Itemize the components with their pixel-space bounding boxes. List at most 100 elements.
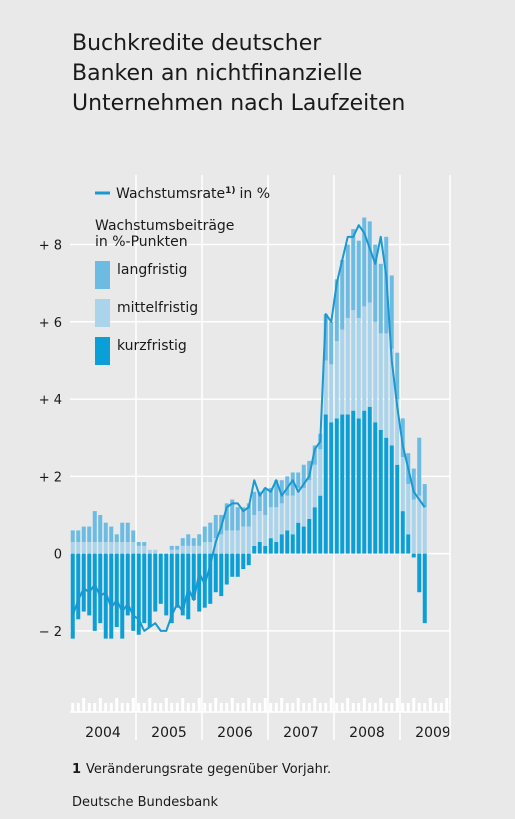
x-tick-label: 2006 bbox=[217, 725, 253, 741]
bar-segment bbox=[417, 437, 422, 496]
month-tick bbox=[280, 698, 284, 712]
bar-segment bbox=[76, 530, 81, 543]
month-tick bbox=[186, 703, 190, 712]
month-tick bbox=[395, 698, 399, 712]
month-tick bbox=[269, 703, 273, 712]
bar-segment bbox=[312, 445, 317, 465]
month-tick bbox=[329, 698, 333, 712]
bar-segment bbox=[76, 542, 81, 554]
month-tick bbox=[373, 703, 377, 712]
bar-segment bbox=[296, 487, 301, 523]
bar-segment bbox=[356, 418, 361, 554]
bar-segment bbox=[345, 317, 350, 415]
bar-segment bbox=[329, 321, 334, 365]
bar-segment bbox=[378, 333, 383, 430]
month-tick bbox=[142, 703, 146, 712]
bar-segment bbox=[417, 553, 422, 593]
bar-segment bbox=[307, 460, 312, 481]
bar-segment bbox=[175, 553, 180, 608]
month-tick bbox=[401, 703, 405, 712]
bar-segment bbox=[296, 522, 301, 554]
bar-segment bbox=[400, 511, 405, 554]
bar-segment bbox=[202, 526, 207, 543]
bar-segment bbox=[340, 329, 345, 415]
bar-segment bbox=[268, 487, 273, 508]
bar-segment bbox=[142, 542, 147, 546]
footnote-text: Veränderungsrate gegenüber Vorjahr. bbox=[86, 762, 331, 777]
x-tick-label: 2009 bbox=[415, 725, 451, 741]
bar-segment bbox=[422, 553, 427, 624]
bar-segment bbox=[411, 499, 416, 554]
bar-segment bbox=[109, 553, 114, 639]
bar-segment bbox=[389, 348, 394, 446]
bar-segment bbox=[351, 410, 356, 554]
bar-segment bbox=[334, 341, 339, 419]
month-tick bbox=[346, 698, 350, 712]
month-tick bbox=[76, 703, 80, 712]
bar-segment bbox=[367, 221, 372, 303]
legend-text: in % bbox=[240, 186, 271, 202]
bar-segment bbox=[274, 507, 279, 543]
bar-segment bbox=[263, 514, 268, 546]
bar-segment bbox=[125, 542, 130, 554]
bar-segment bbox=[136, 553, 141, 635]
bar-segment bbox=[411, 468, 416, 500]
bar-segment bbox=[114, 542, 119, 554]
bar-segment bbox=[169, 545, 174, 550]
bar-segment bbox=[230, 530, 235, 554]
bar-segment bbox=[351, 310, 356, 411]
bar-segment bbox=[367, 406, 372, 554]
month-tick bbox=[357, 703, 361, 712]
month-tick bbox=[417, 703, 421, 712]
bar-segment bbox=[384, 437, 389, 554]
bar-segment bbox=[329, 422, 334, 554]
bar-segment bbox=[120, 522, 125, 543]
bar-segment bbox=[274, 542, 279, 554]
month-tick bbox=[170, 703, 174, 712]
bar-segment bbox=[257, 491, 262, 512]
bar-segment bbox=[208, 553, 213, 604]
bar-segment bbox=[395, 464, 400, 554]
bar-segment bbox=[241, 526, 246, 554]
bar-segment bbox=[285, 476, 290, 496]
bar-segment bbox=[81, 526, 86, 543]
month-tick bbox=[252, 703, 256, 712]
legend-label: mittelfristig bbox=[117, 300, 198, 316]
legend-swatch bbox=[95, 299, 110, 327]
bar-segment bbox=[356, 240, 361, 318]
bar-segment bbox=[345, 414, 350, 554]
month-tick bbox=[109, 703, 113, 712]
bar-segment bbox=[219, 534, 224, 554]
bar-segment bbox=[202, 553, 207, 608]
bar-segment bbox=[246, 526, 251, 554]
month-tick bbox=[98, 698, 102, 712]
bar-segment bbox=[235, 553, 240, 577]
bar-segment bbox=[312, 464, 317, 508]
bar-segment bbox=[362, 306, 367, 411]
bar-segment bbox=[340, 259, 345, 330]
chart-title: Buchkredite deutscher bbox=[72, 31, 322, 56]
y-tick-label: + 8 bbox=[39, 239, 62, 254]
bar-segment bbox=[290, 472, 295, 496]
bar-segment bbox=[158, 553, 163, 604]
month-tick bbox=[192, 703, 196, 712]
bar-segment bbox=[246, 553, 251, 566]
bar-segment bbox=[406, 534, 411, 554]
month-tick bbox=[148, 698, 152, 712]
bar-segment bbox=[389, 275, 394, 349]
bar-segment bbox=[186, 545, 191, 554]
x-tick-label: 2004 bbox=[85, 725, 121, 741]
x-tick-label: 2008 bbox=[349, 725, 385, 741]
bar-segment bbox=[180, 538, 185, 546]
bar-segment bbox=[98, 542, 103, 554]
y-tick-label: + 6 bbox=[39, 316, 62, 331]
bar-segment bbox=[213, 514, 218, 539]
bar-segment bbox=[329, 364, 334, 423]
month-tick bbox=[164, 698, 168, 712]
month-tick bbox=[225, 703, 229, 712]
month-tick bbox=[291, 703, 295, 712]
bar-segment bbox=[142, 545, 147, 554]
bar-segment bbox=[301, 487, 306, 527]
month-tick bbox=[126, 703, 130, 712]
bar-segment bbox=[169, 553, 174, 624]
